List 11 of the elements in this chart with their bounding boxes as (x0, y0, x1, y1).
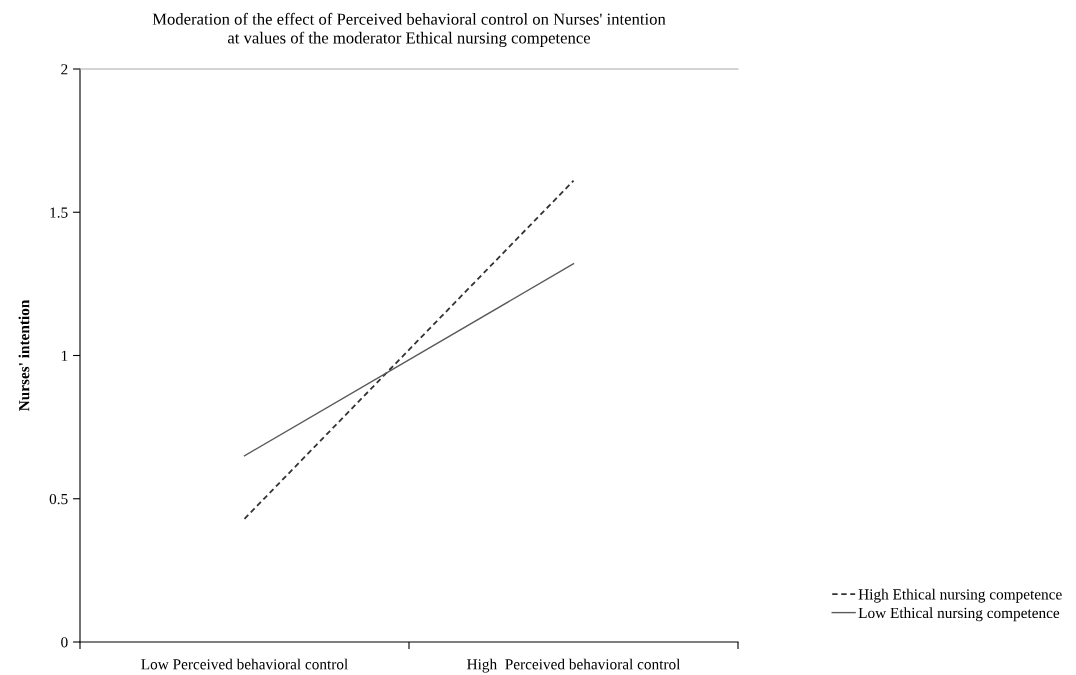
y-tick-label: 2 (61, 64, 68, 75)
legend-label: High Ethical nursing competence (858, 588, 1062, 603)
legend-label: Low Ethical nursing competence (858, 607, 1060, 622)
y-tick-label: 0 (61, 637, 68, 648)
x-tick-label: High Perceived behavioral control (467, 658, 681, 673)
y-axis-title: Nurses' intention (18, 299, 30, 412)
y-tick-label: 0.5 (49, 493, 68, 505)
y-tick-label: 1 (61, 350, 68, 361)
y-tick-label: 1.5 (50, 207, 68, 218)
x-tick-label: Low Perceived behavioral control (141, 658, 348, 670)
chart-title: Moderation of the effect of Perceived behavioral control on Nurses' intention at values of the moderator Ethical nursing competence (152, 12, 666, 47)
